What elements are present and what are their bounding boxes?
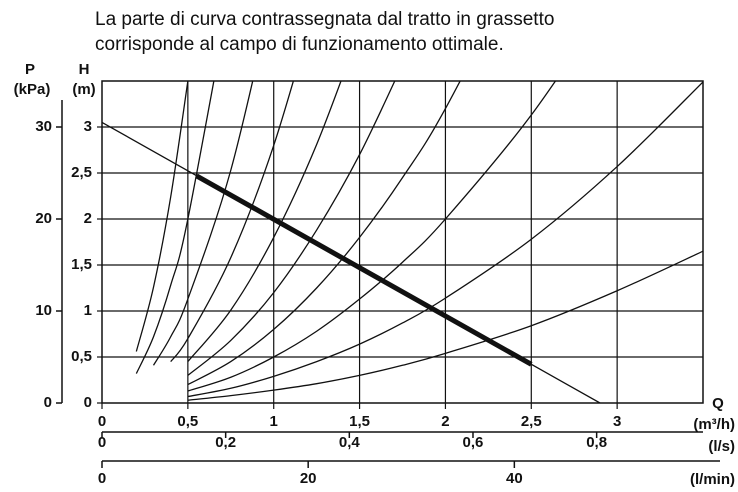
p-tick-label: 30 — [35, 118, 52, 135]
curve — [135, 81, 215, 374]
y-tick-label: 2 — [84, 210, 92, 227]
x-tick-label: 0 — [98, 413, 106, 430]
y-axis-label: H — [79, 61, 90, 78]
p-axis-label: P — [25, 61, 35, 78]
x-axis-label: Q — [712, 395, 724, 412]
curve — [187, 250, 703, 401]
curve — [187, 81, 461, 386]
y-tick-label: 0 — [84, 394, 92, 411]
p-tick-label: 0 — [44, 394, 52, 411]
optimal-curve — [195, 173, 533, 367]
ls-axis-unit: (l/s) — [708, 438, 735, 455]
curve — [152, 81, 254, 366]
x-tick-label: 1 — [270, 413, 278, 430]
ls-tick-label: 0,8 — [586, 434, 607, 451]
chart-title: La parte di curva contrassegnata dal tra… — [95, 9, 554, 30]
x-tick-label: 2 — [441, 413, 449, 430]
x-tick-label: 1,5 — [349, 413, 370, 430]
p-tick-label: 10 — [35, 302, 52, 319]
curve — [187, 81, 703, 398]
curve — [135, 81, 189, 352]
ls-tick-label: 0,6 — [463, 434, 484, 451]
ls-tick-label: 0 — [98, 434, 106, 451]
y-tick-label: 1 — [84, 302, 92, 319]
ls-tick-label: 0,2 — [215, 434, 236, 451]
y-tick-label: 0,5 — [71, 348, 92, 365]
ls-tick-label: 0,4 — [339, 434, 361, 451]
y-tick-label: 1,5 — [71, 256, 92, 273]
x-tick-label: 2,5 — [521, 413, 542, 430]
curve — [187, 81, 557, 392]
y-axis-unit: (m) — [72, 81, 95, 98]
x-axis-unit: (m³/h) — [693, 416, 735, 433]
chart-title: corrisponde al campo di funzionamento ot… — [95, 34, 504, 55]
lmin-tick-label: 40 — [506, 470, 523, 487]
curve — [170, 81, 295, 363]
p-axis-unit: (kPa) — [14, 81, 51, 98]
curve — [187, 81, 342, 363]
y-tick-label: 3 — [84, 118, 92, 135]
lmin-tick-label: 0 — [98, 470, 106, 487]
lmin-axis-unit: (l/min) — [690, 471, 735, 488]
x-tick-label: 0,5 — [177, 413, 198, 430]
p-tick-label: 20 — [35, 210, 52, 227]
curve — [187, 81, 396, 376]
plot-frame — [101, 80, 704, 404]
y-tick-label: 2,5 — [71, 164, 92, 181]
x-tick-label: 3 — [613, 413, 621, 430]
lmin-tick-label: 20 — [300, 470, 317, 487]
